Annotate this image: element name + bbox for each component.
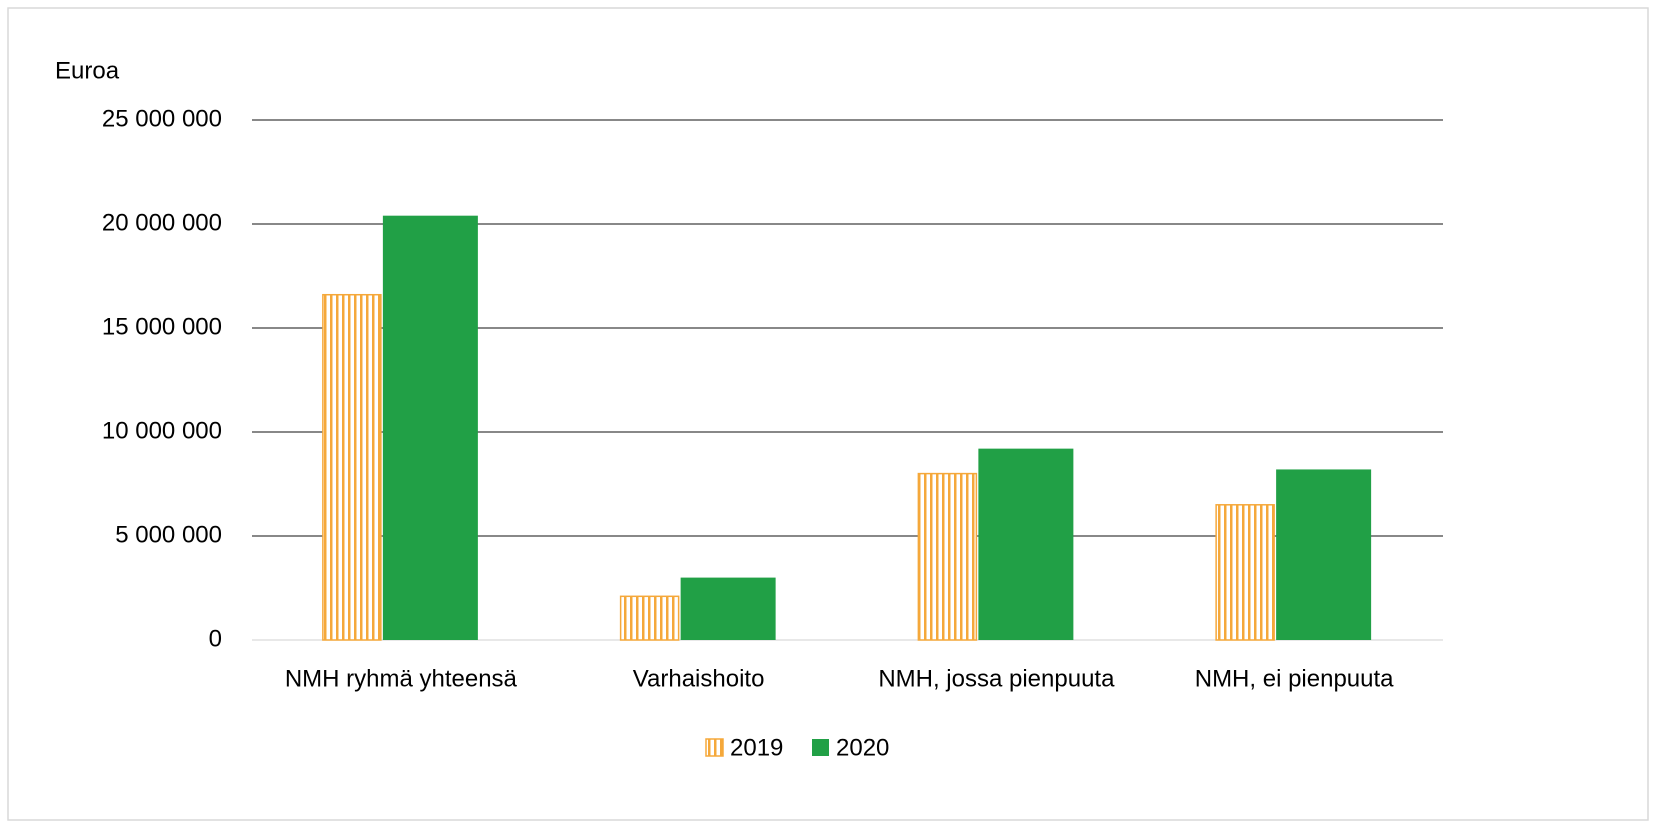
bar [619,595,680,641]
legend-swatch [812,739,829,756]
y-tick-label: 20 000 000 [102,209,222,236]
bar [978,448,1074,640]
legend-label: 2019 [730,734,783,761]
y-tick-label: 5 000 000 [115,521,222,548]
bar [917,472,978,641]
chart-border [7,7,1649,821]
bar [680,577,776,640]
y-axis-label: Euroa [55,57,120,84]
legend-swatch [705,738,724,757]
bar [1276,469,1372,640]
bar [382,215,478,640]
y-tick-label: 25 000 000 [102,105,222,132]
bar [1215,504,1275,641]
y-tick-label: 10 000 000 [102,417,222,444]
legend-label: 2020 [836,734,889,761]
x-tick-label: NMH ryhmä yhteensä [285,665,518,692]
y-tick-label: 15 000 000 [102,313,222,340]
y-tick-label: 0 [209,625,222,652]
x-tick-label: Varhaishoito [633,665,765,692]
bar [322,293,382,641]
x-tick-label: NMH, jossa pienpuuta [878,665,1115,692]
x-tick-label: NMH, ei pienpuuta [1195,665,1394,692]
